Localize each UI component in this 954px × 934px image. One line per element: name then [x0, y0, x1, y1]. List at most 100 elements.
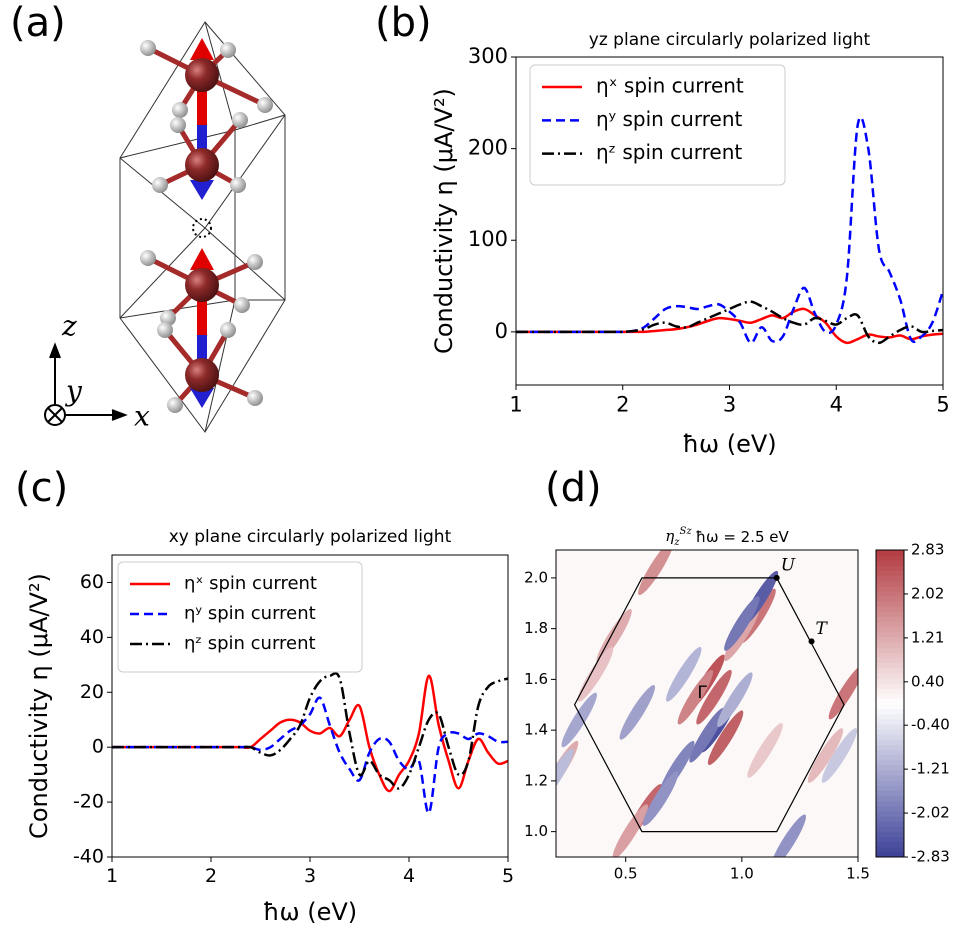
colorbar-cell — [876, 713, 904, 720]
colorbar-cell — [876, 693, 904, 699]
spot — [556, 748, 574, 804]
colorbar-label: -1.21 — [911, 760, 950, 778]
spot — [577, 646, 614, 702]
colorbar-cell — [876, 677, 904, 684]
title-part: ħω = 2.5 eV — [696, 528, 790, 546]
title-part: z — [673, 537, 680, 548]
y-tick-label: -20 — [73, 791, 104, 813]
inversion-center — [192, 218, 212, 238]
axis-y: y — [64, 375, 83, 408]
colorbar-cell — [876, 790, 904, 797]
colorbar-cell — [876, 652, 904, 658]
colorbar-cell — [876, 590, 904, 597]
colorbar-cell — [876, 775, 904, 781]
x-tick-label: 0.5 — [614, 865, 638, 883]
y-tick-label: 1.6 — [524, 670, 548, 688]
colorbar-cell — [876, 851, 904, 858]
spot — [747, 723, 783, 778]
spots — [556, 550, 858, 857]
spot — [821, 728, 858, 783]
x-tick-label: 4 — [403, 865, 415, 887]
y-tick-label: -40 — [73, 846, 104, 868]
colorbar-label: 1.21 — [911, 628, 944, 646]
x-tick-label: 5 — [502, 865, 514, 887]
x-tick-label: 3 — [304, 865, 316, 887]
legend-label: ηᶻ spin current — [184, 633, 316, 654]
colorbar-cell — [876, 662, 904, 669]
colorbar-cell — [876, 810, 904, 817]
panel-label: (d) — [545, 465, 602, 511]
y-tick-label: 40 — [80, 626, 104, 648]
colorbar-cell — [876, 667, 904, 674]
colorbar-cell — [876, 805, 904, 812]
x-tick-label: 4 — [830, 393, 843, 417]
series-line — [112, 696, 508, 815]
spot — [724, 596, 760, 651]
colorbar-cell — [876, 611, 904, 618]
plot-0: ηˣ spin current ηʸ spin current ηᶻ spin cu… — [430, 30, 950, 458]
y-tick-label: 20 — [80, 681, 104, 703]
colorbar-cell — [876, 708, 904, 715]
y-axis-label: Conductivity η (μA/V²) — [430, 88, 458, 354]
y-tick-label: 2.0 — [524, 568, 548, 586]
colorbar-cell — [876, 631, 904, 638]
colorbar-cell — [876, 580, 904, 587]
y-tick-label: 0 — [495, 319, 508, 343]
colorbar-cell — [876, 642, 904, 648]
colorbar-label: 2.02 — [911, 584, 944, 602]
k-point-label: Γ — [697, 683, 707, 703]
axes-glyph — [44, 342, 128, 426]
spot — [677, 669, 714, 725]
colorbar-label: -2.83 — [911, 848, 950, 866]
colorbar-cell — [876, 596, 904, 602]
legend-label: ηˣ spin current — [596, 74, 744, 98]
colorbar-cell — [876, 826, 904, 832]
y-tick-label: 1.8 — [524, 619, 548, 637]
colorbar-cell — [876, 672, 904, 679]
x-axis-label: ħω (eV) — [263, 898, 357, 926]
series-line — [516, 300, 943, 345]
colorbar-cell — [876, 754, 904, 761]
colorbar-cell — [876, 570, 904, 577]
colorbar-cell — [876, 729, 904, 735]
colorbar-cell — [876, 565, 904, 571]
colorbar-cell — [876, 831, 904, 838]
k-point-label: T — [816, 619, 829, 639]
spot — [689, 707, 725, 763]
y-tick-label: 1.0 — [524, 822, 548, 840]
x-tick-label: 5 — [936, 393, 949, 417]
colorbar-cell — [876, 626, 904, 633]
colorbar-cell — [876, 616, 904, 623]
series-line — [112, 674, 508, 793]
colorbar-cell — [876, 836, 904, 843]
x-tick-label: 2 — [616, 393, 629, 417]
colorbar-label: 2.83 — [911, 541, 944, 559]
colorbar-cell — [876, 764, 904, 771]
spot — [666, 646, 702, 702]
spot — [642, 771, 679, 826]
colorbar-cell — [876, 647, 904, 653]
legend-box — [529, 64, 786, 186]
x-tick-label: 1 — [106, 865, 118, 887]
y-tick-label: 1.4 — [524, 721, 548, 739]
colorbar-cell — [876, 718, 904, 725]
colorbar-cell — [876, 821, 904, 827]
y-axis-label: Conductivity η (μA/V²) — [25, 573, 53, 839]
colorbar-cell — [876, 657, 904, 664]
colorbar-cell — [876, 816, 904, 822]
spot — [807, 728, 844, 783]
y-tick-label: 100 — [468, 227, 508, 251]
colorbar-cell — [876, 636, 904, 643]
k-point-label: U — [781, 555, 796, 575]
colorbar-cell — [876, 683, 904, 689]
colorbar-cell — [876, 785, 904, 791]
colorbar-cell — [876, 770, 904, 776]
x-tick-label: 1.0 — [730, 865, 754, 883]
legend-box — [117, 561, 363, 673]
colorbar-cell — [876, 555, 904, 561]
title-part: η — [665, 527, 674, 545]
spot — [717, 672, 753, 728]
spot — [619, 685, 656, 740]
colorbar-cell — [876, 759, 904, 766]
y-tick-label: 1.2 — [524, 771, 548, 789]
